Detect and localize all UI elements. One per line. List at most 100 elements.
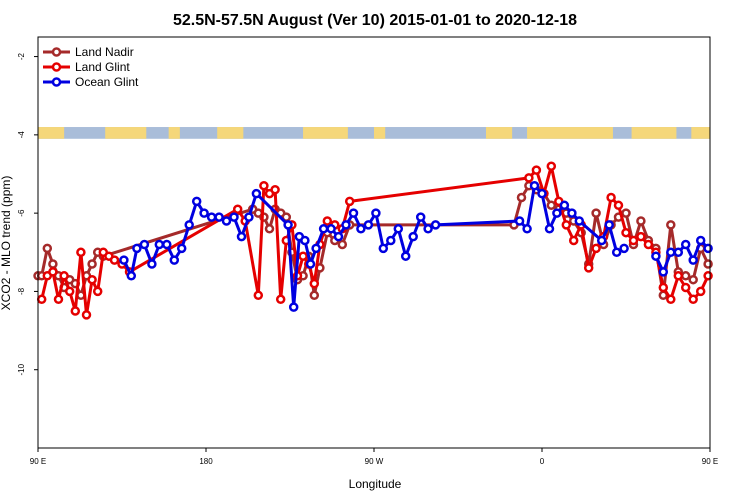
data-point [311, 243, 321, 254]
land-segment [527, 127, 613, 139]
land-ocean-strip [38, 127, 710, 139]
legend-item: Land Nadir [43, 45, 134, 59]
data-point [568, 235, 579, 246]
land-segment [374, 127, 386, 139]
data-point [214, 212, 224, 222]
data-point [531, 165, 542, 175]
data-point [81, 310, 92, 320]
data-point [333, 231, 344, 242]
data-point [48, 259, 58, 269]
plot-frame [37, 36, 711, 449]
data-point [628, 235, 639, 246]
data-point [688, 294, 698, 305]
data-point [206, 212, 217, 222]
data-point [636, 231, 646, 242]
data-point [318, 224, 329, 234]
legend-label: Land Nadir [75, 45, 134, 59]
data-point [53, 294, 64, 305]
data-point [567, 208, 577, 218]
land-segment [168, 127, 180, 139]
data-point [264, 224, 275, 234]
data-point [337, 239, 348, 250]
y-tick-label: -8 [17, 287, 26, 295]
data-point [596, 235, 607, 246]
data-point [92, 286, 103, 297]
data-point [169, 255, 180, 265]
chart-title: 52.5N-57.5N August (Ver 10) 2015-01-01 t… [173, 12, 577, 29]
data-point [253, 290, 264, 301]
data-point [309, 290, 320, 301]
land-segment [303, 127, 348, 139]
legend-item: Ocean Glint [43, 75, 139, 89]
data-point [176, 243, 187, 254]
data-point [305, 259, 316, 269]
data-point [673, 247, 684, 258]
data-point [87, 274, 97, 285]
land-segment [486, 127, 513, 139]
data-point [423, 224, 433, 234]
data-point [537, 188, 547, 199]
data-point [604, 220, 614, 230]
data-point [309, 278, 320, 289]
data-point [430, 220, 441, 230]
data-point [408, 231, 418, 242]
y-tick-label: -6 [17, 209, 26, 217]
data-point [695, 235, 706, 246]
data-point [680, 239, 691, 250]
data-point [119, 255, 129, 265]
data-point [191, 196, 202, 207]
data-point [300, 235, 310, 246]
data-point [636, 216, 646, 226]
data-point [147, 259, 157, 269]
data-point [42, 243, 53, 254]
data-point [680, 271, 691, 281]
data-point [251, 188, 262, 199]
data-point [415, 212, 426, 222]
data-point [524, 173, 534, 183]
y-axis: -2 -4 -6 -8 -10 [17, 52, 38, 375]
legend-swatch-marker [51, 62, 62, 72]
data-point [666, 294, 676, 305]
legend-swatch-marker [51, 47, 62, 57]
data-point [643, 239, 654, 250]
data-point [619, 243, 629, 254]
x-tick-label: 180 [199, 457, 213, 466]
data-point [275, 294, 286, 305]
data-point [703, 243, 713, 254]
data-point [322, 216, 333, 226]
data-point [363, 220, 374, 230]
data-point [64, 286, 75, 297]
data-point [688, 274, 698, 285]
data-point [658, 282, 669, 293]
data-point [621, 208, 631, 218]
data-point [529, 180, 540, 191]
x-tick-label: 90 E [702, 457, 718, 466]
data-point [400, 251, 411, 261]
x-axis-label: Longitude [349, 477, 402, 491]
data-point [162, 239, 172, 250]
data-point [673, 271, 684, 281]
data-point [298, 251, 308, 261]
land-segment [38, 127, 65, 139]
data-point [611, 247, 622, 258]
data-point [695, 286, 706, 297]
legend-label: Ocean Glint [75, 75, 139, 89]
data-point [561, 220, 572, 230]
land-segment [105, 127, 147, 139]
y-tick-label: -4 [17, 131, 26, 139]
x-tick-label: 90 E [30, 457, 46, 466]
data-point [236, 231, 247, 242]
data-point [546, 200, 557, 211]
data-point [356, 224, 366, 234]
data-point [109, 255, 120, 265]
data-point [87, 259, 97, 269]
data-point [393, 224, 404, 234]
data-point [288, 302, 299, 312]
data-point [259, 180, 269, 191]
data-point [378, 243, 389, 254]
data-point [283, 220, 293, 230]
data-point [232, 204, 243, 214]
data-point [613, 200, 624, 211]
series-group [33, 161, 713, 320]
